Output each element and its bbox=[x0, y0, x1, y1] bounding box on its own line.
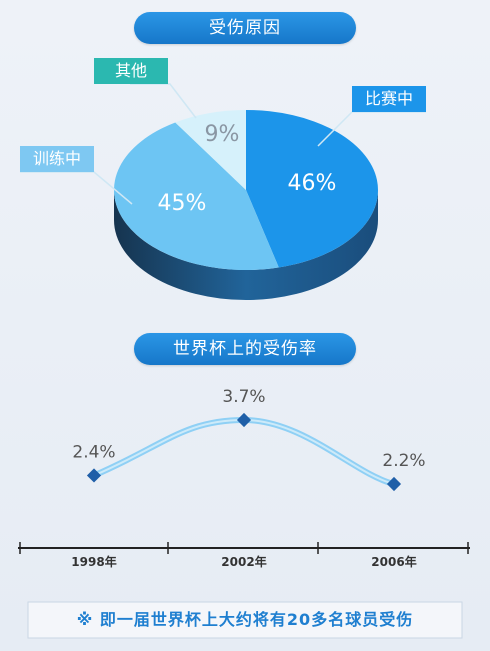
point-2002 bbox=[236, 412, 252, 428]
x-tick-label-2002: 2002年 bbox=[221, 554, 266, 569]
pie-slice-other bbox=[175, 110, 246, 190]
point-label-2002: 3.7% bbox=[222, 387, 265, 407]
pie-chart-title: 受伤原因 bbox=[134, 12, 356, 44]
pie-label-other: 9% bbox=[205, 122, 240, 147]
pie-side bbox=[114, 190, 378, 300]
footer-note: ※ 即一届世界杯上大约将有20多名球员受伤 bbox=[76, 610, 414, 629]
legend-tag-training: 训练中 bbox=[20, 146, 94, 172]
line-series bbox=[91, 416, 397, 487]
point-2006 bbox=[386, 476, 402, 492]
line-chart-title: 世界杯上的受伤率 bbox=[134, 333, 356, 365]
point-label-1998: 2.4% bbox=[72, 442, 115, 462]
point-label-2006: 2.2% bbox=[382, 451, 425, 471]
pie-slice-match bbox=[246, 110, 379, 268]
pie-label-match: 46% bbox=[288, 171, 337, 196]
footer-frame bbox=[27, 601, 463, 639]
pie-slice-training bbox=[113, 122, 279, 270]
leader-line-match bbox=[317, 111, 426, 147]
legend-tag-other: 其他 bbox=[94, 58, 168, 84]
x-tick-label-1998: 1998年 bbox=[71, 554, 116, 569]
legend-tag-match: 比赛中 bbox=[352, 86, 426, 112]
leader-line-training bbox=[20, 171, 133, 205]
point-1998 bbox=[86, 468, 102, 483]
x-tick-label-2006: 2006年 bbox=[371, 554, 416, 569]
pie-label-training: 45% bbox=[158, 191, 207, 216]
leader-line-other bbox=[130, 83, 197, 119]
